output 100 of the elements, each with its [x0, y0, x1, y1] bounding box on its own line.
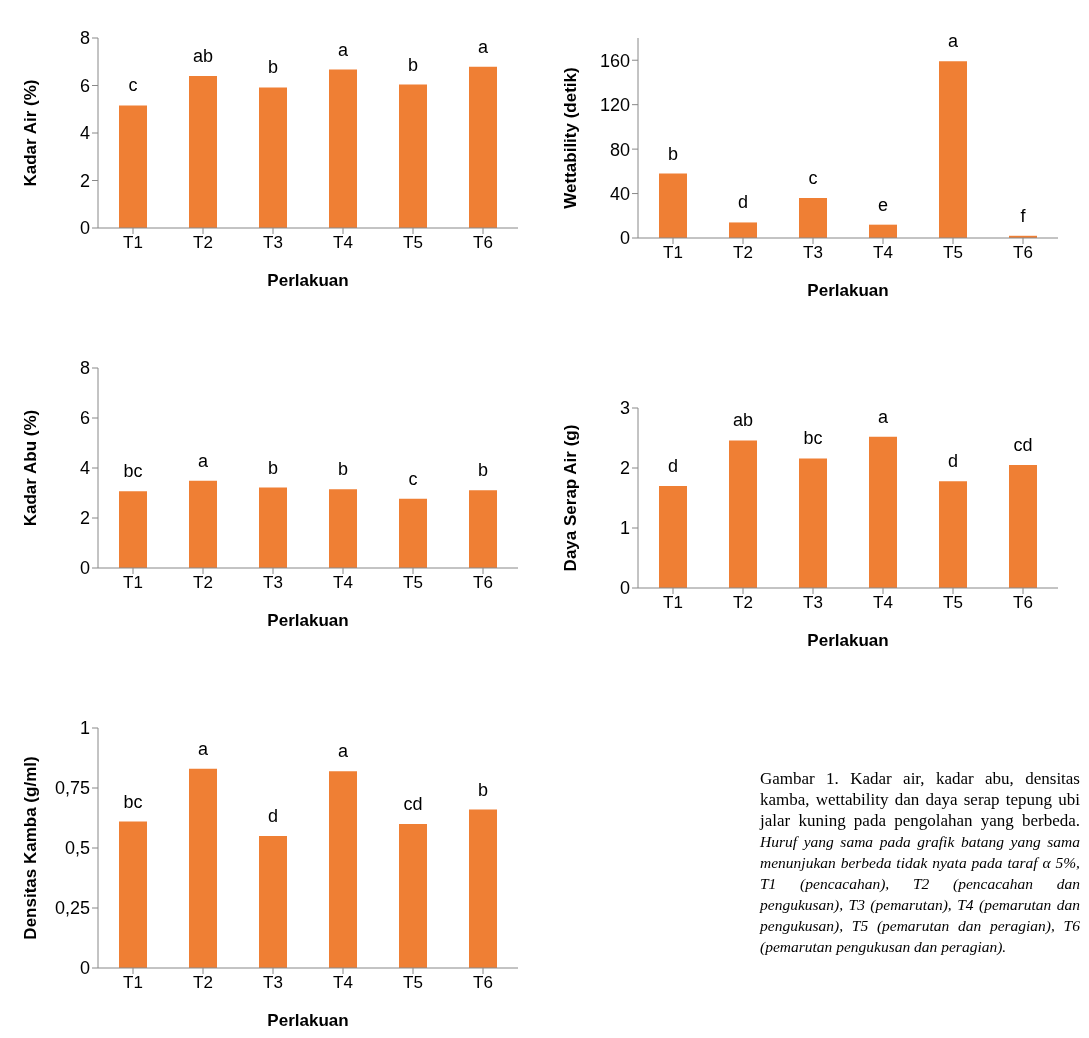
annotation: bc [123, 461, 143, 482]
bar [189, 768, 217, 968]
annotation: d [267, 806, 279, 826]
x-tick-label: T2 [193, 233, 213, 253]
x-tick-label: T5 [943, 243, 963, 263]
bar [259, 487, 287, 568]
y-axis-title: Kadar Abu (%) [21, 409, 41, 527]
x-tick-label: T3 [263, 233, 283, 253]
bar [869, 436, 897, 588]
x-axis-title: Perlakuan [267, 1011, 349, 1030]
y-tick-label: 8 [79, 28, 90, 49]
y-tick-label: 2 [79, 508, 90, 529]
annotation: d [947, 451, 959, 472]
y-tick-label: 6 [79, 75, 90, 96]
x-tick-label: T2 [733, 243, 753, 263]
annotation: b [267, 57, 279, 78]
x-tick-label: T6 [1013, 243, 1033, 263]
annotation: b [477, 779, 489, 800]
bar [469, 809, 497, 968]
annotation: ab [732, 410, 754, 431]
bar [939, 481, 967, 588]
x-tick-label: T3 [803, 243, 823, 263]
x-tick-label: T1 [663, 593, 683, 613]
bar [399, 824, 427, 968]
annotation: cd [403, 794, 423, 814]
x-tick-label: T4 [333, 573, 353, 593]
annotation: bc [123, 791, 143, 812]
annotation: c [808, 168, 818, 188]
x-tick-label: T4 [333, 973, 353, 993]
y-tick-label: 160 [599, 50, 630, 71]
x-tick-label: T2 [193, 573, 213, 593]
annotation: b [407, 54, 419, 75]
annotation: a [477, 36, 489, 57]
x-axis-title: Perlakuan [807, 281, 889, 300]
x-tick-label: T6 [473, 233, 493, 253]
bar [119, 491, 147, 568]
y-tick-label: 0 [619, 228, 630, 249]
bar [799, 458, 827, 588]
bar [399, 84, 427, 228]
bar [659, 173, 687, 238]
text: Gambar 1. Kadar air, kadar abu, densitas kamba, wettability dan daya serap tepung ubi jalar kuning pada pengolahan yang berbeda. [760, 769, 1080, 830]
y-axis-title: Densitas Kamba (g/ml) [21, 756, 41, 940]
bar [469, 66, 497, 228]
y-tick-label: 4 [79, 458, 90, 479]
bar [799, 198, 827, 238]
x-tick-label: T3 [263, 573, 283, 593]
x-tick-label: T1 [123, 573, 143, 593]
annotation: a [947, 31, 959, 52]
annotation: c [408, 468, 418, 489]
bar [869, 224, 897, 238]
y-tick-label: 0 [619, 578, 630, 599]
y-tick-label: 80 [609, 139, 630, 160]
y-tick-label: 0,5 [64, 838, 90, 859]
y-tick-label: 0,75 [54, 778, 90, 799]
y-axis-title: Daya Serap Air (g) [561, 424, 581, 572]
bar [1009, 465, 1037, 588]
y-tick-label: 4 [79, 123, 90, 144]
bar [119, 105, 147, 228]
y-tick-label: 0 [79, 218, 90, 239]
x-tick-label: T6 [1013, 593, 1033, 613]
x-tick-label: T2 [733, 593, 753, 613]
annotation: cd [1013, 435, 1033, 455]
x-tick-label: T5 [403, 973, 423, 993]
bar [329, 69, 357, 228]
x-tick-label: T3 [263, 973, 283, 993]
bar [469, 490, 497, 568]
y-tick-label: 40 [609, 183, 630, 204]
annotation: b [337, 459, 349, 480]
x-axis-title: Perlakuan [267, 271, 349, 290]
x-tick-label: T1 [663, 243, 683, 263]
y-tick-label: 0 [79, 958, 90, 979]
bar [259, 836, 287, 968]
bar [259, 87, 287, 228]
x-tick-label: T4 [873, 593, 893, 613]
y-axis-title: Wettability (detik) [561, 67, 581, 209]
bar [189, 480, 217, 568]
annotation: e [877, 194, 889, 215]
bar [119, 821, 147, 968]
annotation: a [197, 738, 209, 759]
y-tick-label: 1 [79, 718, 90, 739]
y-axis-title: Kadar Air (%) [21, 79, 41, 187]
x-tick-label: T1 [123, 973, 143, 993]
bar [729, 440, 757, 588]
annotation: f [1020, 205, 1027, 226]
x-tick-label: T1 [123, 233, 143, 253]
x-tick-label: T5 [943, 593, 963, 613]
y-tick-label: 120 [599, 95, 630, 116]
text: Huruf yang sama pada grafik batang yang sama menunjukan berbeda tidak nyata pada taraf α 5%, T1 (pencacahan), T2 (pencacahan dan pengukusan), T3 (pemarutan), T4 (pemarutan dan pengukusan), T5 (pemarutan dan peragian), T6 (pemarutan pengukusan dan peragian). [760, 833, 1080, 955]
y-tick-label: 0 [79, 558, 90, 579]
bar [399, 498, 427, 568]
x-tick-label: T6 [473, 973, 493, 993]
y-tick-label: 2 [79, 170, 90, 191]
annotation: b [267, 457, 279, 478]
y-tick-label: 2 [619, 458, 630, 479]
x-axis-title: Perlakuan [807, 631, 889, 650]
y-tick-label: 6 [79, 408, 90, 429]
y-tick-label: 1 [619, 518, 630, 539]
annotation: a [337, 39, 349, 60]
annotation: a [197, 450, 209, 471]
x-tick-label: T5 [403, 233, 423, 253]
